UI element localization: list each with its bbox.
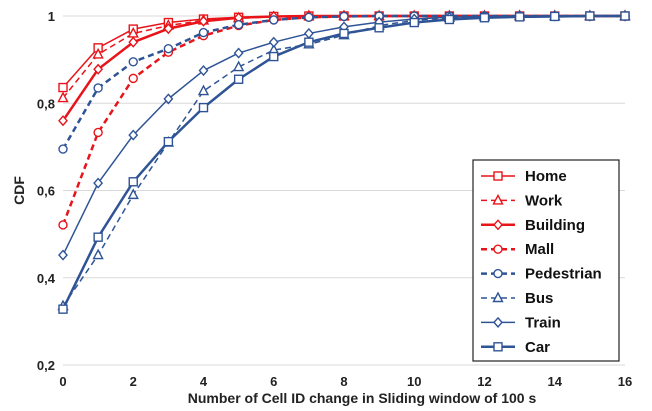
- x-tick-label: 12: [477, 374, 491, 389]
- data-point-work: [92, 47, 104, 59]
- data-point-mall: [58, 220, 68, 230]
- data-point-bus: [92, 248, 104, 260]
- data-point-building: [163, 23, 174, 35]
- x-tick-label: 0: [59, 374, 66, 389]
- data-point-work: [57, 91, 69, 103]
- data-point-car: [585, 11, 595, 21]
- legend-marker: [493, 219, 503, 231]
- data-point-car: [339, 28, 349, 39]
- x-tick-label: 10: [407, 374, 421, 389]
- data-point-train: [268, 36, 279, 48]
- y-tick-label: 0,2: [37, 358, 55, 373]
- legend-marker: [493, 342, 503, 352]
- data-point-pedestrian: [304, 12, 314, 23]
- legend: Home Work Building Mall Pedestrian Bus Train Ca…: [472, 159, 620, 362]
- data-point-car: [163, 136, 174, 147]
- data-point-bus: [197, 84, 210, 96]
- legend-box: [472, 159, 620, 362]
- y-tick-label: 1: [48, 9, 55, 24]
- legend-marker: [493, 171, 503, 181]
- x-tick-label: 14: [548, 374, 563, 389]
- data-point-car: [444, 14, 455, 25]
- y-tick-label: 0,6: [37, 184, 55, 199]
- data-point-car: [269, 51, 279, 62]
- data-point-pedestrian: [58, 144, 68, 154]
- legend-label: Building: [525, 217, 585, 234]
- data-point-pedestrian: [198, 27, 209, 38]
- y-tick-label: 0,4: [37, 271, 56, 286]
- data-point-train: [233, 47, 244, 59]
- legend-marker: [492, 291, 504, 303]
- data-point-mall: [93, 127, 103, 138]
- data-point-car: [58, 304, 68, 314]
- legend-label: Mall: [525, 241, 554, 258]
- data-point-car: [374, 23, 384, 33]
- data-point-car: [304, 37, 314, 47]
- axis-layer: Number of Cell ID change in Sliding wind…: [11, 9, 632, 406]
- x-tick-label: 2: [130, 374, 137, 389]
- data-point-bus: [127, 188, 139, 200]
- x-tick-label: 8: [340, 374, 347, 389]
- legend-label: Train: [525, 314, 561, 331]
- series-layer: [57, 9, 631, 314]
- x-axis-title: Number of Cell ID change in Sliding wind…: [188, 390, 537, 406]
- data-point-pedestrian: [233, 20, 244, 30]
- data-point-pedestrian: [163, 44, 174, 54]
- data-point-car: [409, 17, 419, 28]
- legend-marker: [493, 316, 503, 328]
- data-point-car: [479, 13, 490, 23]
- legend-marker: [492, 193, 504, 205]
- data-point-train: [128, 129, 139, 141]
- legend-item-car: Car: [481, 339, 550, 356]
- series-car: [58, 11, 630, 314]
- legend-item-building: Building: [481, 217, 585, 234]
- legend-label: Work: [525, 192, 563, 209]
- data-point-car: [620, 11, 630, 21]
- y-axis-title: CDF: [11, 176, 27, 205]
- data-point-mall: [128, 73, 138, 84]
- data-point-building: [198, 15, 209, 27]
- x-tick-label: 6: [270, 374, 277, 389]
- legend-label: Home: [525, 168, 567, 185]
- data-point-car: [514, 12, 525, 22]
- x-tick-label: 4: [200, 374, 208, 389]
- data-point-building: [93, 63, 104, 75]
- x-tick-label: 16: [618, 374, 632, 389]
- legend-marker: [493, 268, 503, 279]
- data-point-building: [128, 36, 139, 48]
- series-line-work: [62, 15, 625, 99]
- legend-item-mall: Mall: [481, 241, 554, 258]
- data-point-car: [233, 74, 244, 84]
- data-point-train: [58, 249, 68, 261]
- legend-label: Pedestrian: [525, 266, 602, 283]
- data-point-car: [550, 11, 560, 22]
- data-point-train: [93, 177, 104, 189]
- data-point-building: [58, 115, 68, 127]
- legend-item-work: Work: [481, 192, 563, 209]
- data-point-pedestrian: [269, 15, 279, 25]
- data-point-bus: [232, 60, 245, 72]
- data-point-pedestrian: [93, 83, 103, 93]
- data-point-pedestrian: [339, 11, 349, 22]
- legend-item-home: Home: [481, 168, 567, 185]
- y-tick-label: 0,8: [37, 96, 55, 111]
- data-point-home: [58, 82, 68, 93]
- legend-item-pedestrian: Pedestrian: [481, 266, 602, 283]
- legend-marker: [493, 244, 503, 254]
- legend-label: Bus: [525, 290, 553, 307]
- legend-item-train: Train: [481, 314, 561, 331]
- data-point-train: [303, 27, 314, 40]
- data-point-pedestrian: [128, 57, 138, 67]
- data-point-car: [93, 232, 103, 242]
- legend-item-bus: Bus: [481, 290, 553, 307]
- data-point-car: [198, 102, 209, 113]
- data-point-train: [198, 64, 209, 77]
- legend-label: Car: [525, 339, 550, 356]
- data-point-train: [163, 93, 174, 105]
- data-point-car: [128, 177, 138, 187]
